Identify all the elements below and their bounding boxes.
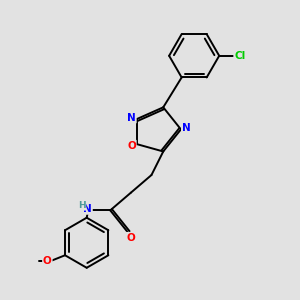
- Text: O: O: [127, 233, 135, 243]
- Text: N: N: [83, 204, 92, 214]
- Text: N: N: [182, 123, 190, 133]
- Text: O: O: [127, 141, 136, 151]
- Text: O: O: [43, 256, 52, 266]
- Text: Cl: Cl: [234, 51, 245, 61]
- Text: H: H: [78, 201, 85, 210]
- Text: N: N: [127, 112, 136, 123]
